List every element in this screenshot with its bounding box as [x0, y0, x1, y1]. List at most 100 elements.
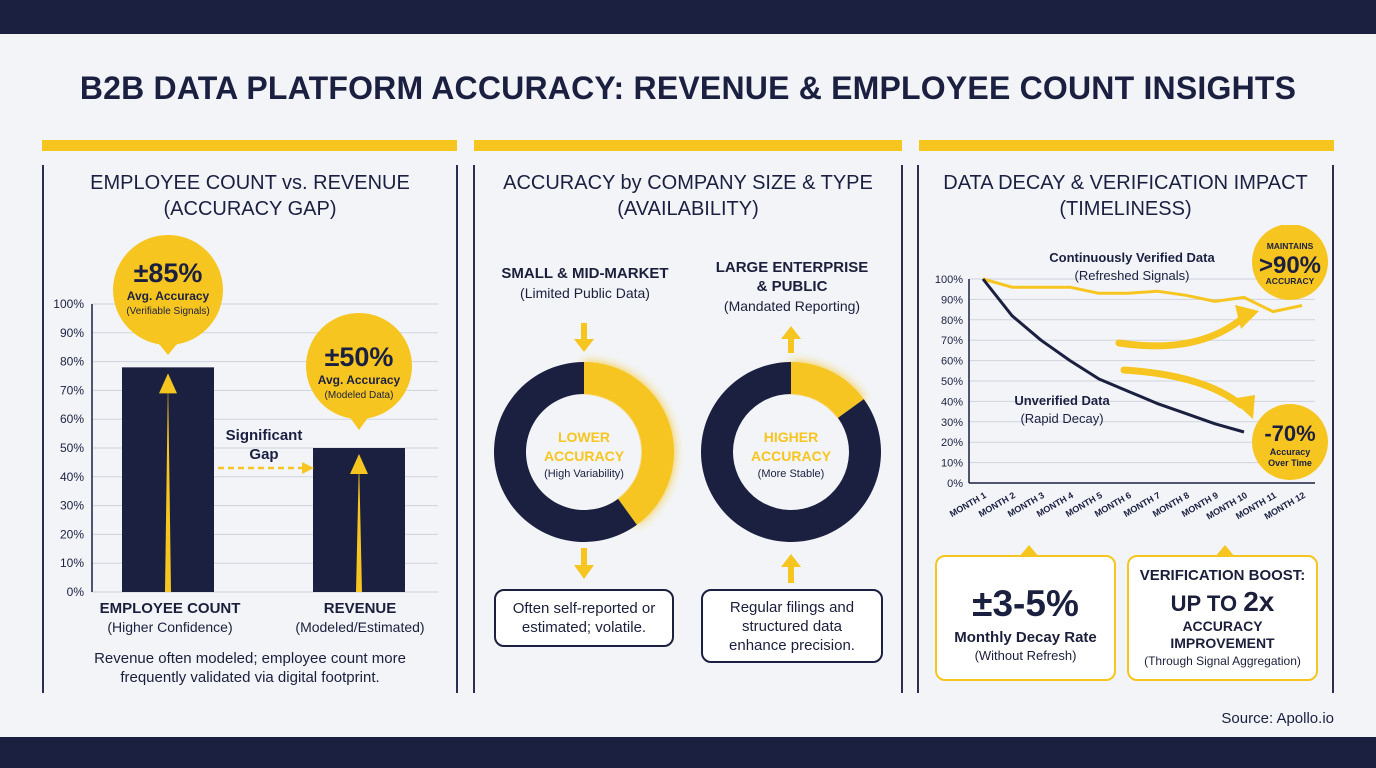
small-market-sub: (Limited Public Data)	[520, 285, 650, 301]
panel2-title-line2: (AVAILABILITY)	[617, 198, 759, 220]
down-arrow-icon	[574, 323, 594, 352]
y-tick-label: 40%	[60, 470, 84, 484]
badge-bottom-line2: Accuracy	[1270, 447, 1311, 457]
gap-label-line2: Gap	[249, 446, 278, 463]
page-title: B2B DATA PLATFORM ACCURACY: REVENUE & EM…	[79, 70, 1297, 106]
y-tick-label: 20%	[60, 527, 84, 541]
enterprise-note-line3: enhance precision.	[729, 636, 855, 654]
panel1-title: EMPLOYEE COUNT vs. REVENUE (ACCURACY GAP…	[44, 170, 456, 222]
boost-value-row: UP TO 2x	[1129, 586, 1316, 618]
panel3-accent-bar	[919, 140, 1334, 151]
badge-bottom-value: -70%	[1264, 421, 1315, 446]
donut-slice-highlight	[791, 362, 864, 418]
y-tick-label: 70%	[941, 335, 963, 347]
y-tick-label: 10%	[60, 556, 84, 570]
enterprise-sub: (Mandated Reporting)	[723, 298, 861, 314]
enterprise-heading-line2: & PUBLIC	[756, 278, 828, 295]
accuracy-gap-chart: 0% 10% 20% 30% 40% 50% 60% 70% 80% 90% 100% ±85% A…	[53, 235, 438, 599]
revenue-category-label: REVENUE	[323, 600, 397, 617]
donut-slice-accurate	[584, 362, 674, 525]
panel-divider	[456, 165, 458, 693]
panel3-title-line1: DATA DECAY & VERIFICATION IMPACT	[943, 172, 1308, 194]
monthly-decay-box: ±3-5% Monthly Decay Rate (Without Refres…	[935, 545, 1116, 681]
decay-box-pointer	[1019, 545, 1039, 557]
small-market-heading: SMALL & MID-MARKET	[501, 265, 669, 282]
unverified-series-line	[981, 278, 1245, 434]
enterprise-note: Regular filings and structured data enha…	[701, 589, 883, 663]
up-arrow-icon	[781, 326, 801, 353]
panel1-caption-line2: frequently validated via digital footpri…	[120, 669, 380, 686]
small-market-donut	[493, 362, 674, 542]
small-market-center-line1: LOWER	[558, 429, 610, 445]
unverified-arrowhead	[1231, 395, 1255, 419]
source-label: Source: Apollo.io	[1221, 710, 1334, 727]
decay-box-sub: (Without Refresh)	[974, 648, 1077, 663]
top-band	[0, 0, 1376, 34]
y-tick-label: 100%	[53, 297, 84, 311]
y-tick-label: 20%	[941, 437, 963, 449]
employee-accuracy-bubble: ±85% Avg. Accuracy (Verifiable Signals)	[113, 235, 223, 355]
y-tick-label: 0%	[67, 585, 85, 599]
enterprise-note-line1: Regular filings and	[729, 598, 855, 616]
boost-sub: (Through Signal Aggregation)	[1144, 654, 1301, 668]
panel-divider	[917, 165, 919, 693]
boost-box-pointer	[1215, 545, 1235, 557]
enterprise-heading-block: LARGE ENTERPRISE & PUBLIC (Mandated Repo…	[692, 258, 892, 314]
panel1-caption: Revenue often modeled; employee count mo…	[46, 649, 454, 687]
employee-category-sub: (Higher Confidence)	[107, 619, 233, 635]
small-market-center-sub: (High Variability)	[544, 468, 624, 480]
donut-slice-other	[493, 362, 637, 542]
panel2-title: ACCURACY by COMPANY SIZE & TYPE (AVAILAB…	[475, 170, 901, 222]
employee-bubble-label: Avg. Accuracy	[127, 289, 210, 303]
verified-sub: (Refreshed Signals)	[1075, 268, 1190, 283]
verified-arrowhead	[1235, 305, 1259, 329]
verification-boost-box: VERIFICATION BOOST: UP TO 2x ACCURACY IM…	[1127, 545, 1318, 681]
revenue-category-sub: (Modeled/Estimated)	[295, 619, 425, 635]
badge-top-line3: ACCURACY	[1266, 276, 1315, 286]
y-tick-label: 70%	[60, 383, 84, 397]
small-market-note-text: Often self-reported or estimated; volati…	[512, 600, 656, 636]
y-tick-label: 60%	[60, 412, 84, 426]
maintains-accuracy-badge: MAINTAINS >90% ACCURACY	[1252, 225, 1328, 300]
panel3-title-line2: (TIMELINESS)	[1059, 198, 1192, 220]
y-tick-label: 80%	[60, 355, 84, 369]
boost-line3: ACCURACY	[1182, 618, 1263, 634]
enterprise-heading-line1: LARGE ENTERPRISE	[715, 259, 869, 276]
boost-line4: IMPROVEMENT	[1170, 635, 1275, 651]
up-arrow-icon	[781, 554, 801, 583]
unverified-label: Unverified Data	[1014, 393, 1110, 408]
verified-series-line	[982, 277, 1303, 314]
panel2-title-line1: ACCURACY by COMPANY SIZE & TYPE	[503, 172, 873, 194]
decay-box-label: Monthly Decay Rate	[954, 629, 1097, 646]
bar-arrow-head	[159, 373, 177, 394]
data-decay-chart: 0%10%20%30%40%50%60%70%80%90%100% MONTH …	[935, 225, 1328, 521]
enterprise-center-line1: HIGHER	[764, 429, 818, 445]
panel1-title-line2: (ACCURACY GAP)	[163, 198, 337, 220]
y-tick-label: 90%	[60, 326, 84, 340]
employee-bubble-sub: (Verifiable Signals)	[126, 306, 209, 317]
y-tick-label: 10%	[941, 458, 963, 470]
enterprise-center-line2: ACCURACY	[751, 448, 832, 464]
y-tick-label: 80%	[941, 315, 963, 327]
panel3-title: DATA DECAY & VERIFICATION IMPACT (TIMELI…	[919, 170, 1332, 222]
decay-badge: -70% Accuracy Over Time	[1252, 404, 1328, 480]
badge-top-value: >90%	[1259, 252, 1321, 279]
panel2-accent-bar	[474, 140, 902, 151]
small-market-center-line2: ACCURACY	[544, 448, 625, 464]
panel-divider	[473, 165, 475, 693]
revenue-bubble-sub: (Modeled Data)	[325, 390, 394, 401]
verified-label: Continuously Verified Data	[1049, 250, 1215, 265]
small-market-note: Often self-reported or estimated; volati…	[494, 589, 674, 647]
y-tick-label: 100%	[935, 274, 963, 286]
enterprise-center-sub: (More Stable)	[758, 468, 825, 480]
revenue-accuracy-bubble: ±50% Avg. Accuracy (Modeled Data)	[306, 313, 412, 430]
enterprise-donut	[700, 362, 881, 542]
donut-hole	[527, 395, 641, 509]
donut-slice-other	[700, 362, 881, 542]
boost-value: 2x	[1243, 586, 1275, 617]
panel-divider	[42, 165, 44, 693]
gap-label-line1: Significant	[226, 427, 303, 444]
down-arrow-icon	[574, 548, 594, 579]
revenue-bubble-value: ±50%	[325, 342, 394, 372]
employee-category-label: EMPLOYEE COUNT	[99, 600, 241, 617]
